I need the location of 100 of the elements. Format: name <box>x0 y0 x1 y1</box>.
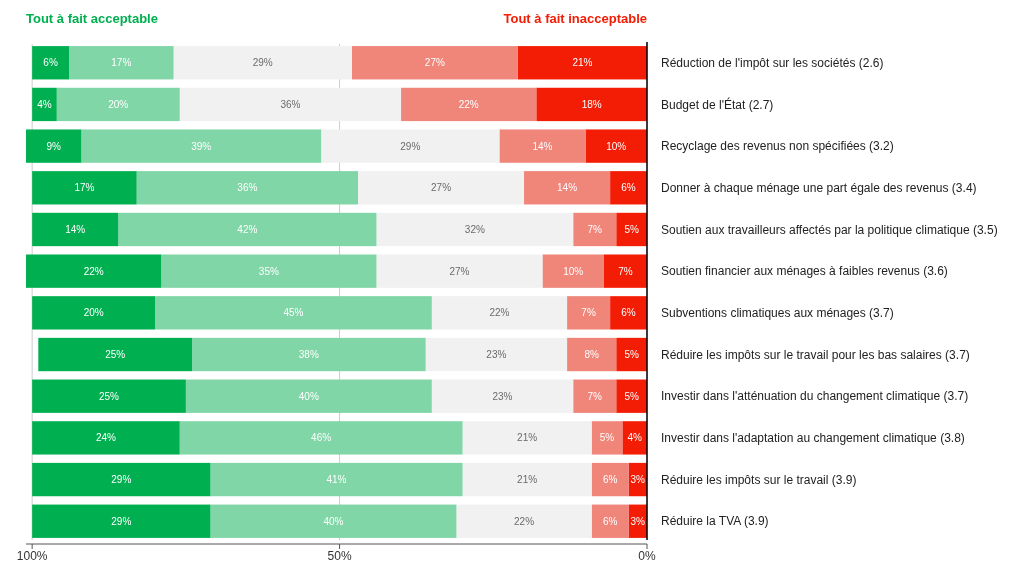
bar <box>517 46 647 80</box>
data-label: 10% <box>606 140 627 152</box>
data-label: 40% <box>323 515 344 527</box>
data-label: 7% <box>581 307 596 319</box>
bar <box>118 212 377 247</box>
data-label: 7% <box>587 390 603 402</box>
bar <box>155 296 432 330</box>
data-label: 9% <box>46 140 61 152</box>
data-label: 35% <box>258 265 279 277</box>
bar <box>603 254 647 288</box>
data-label: 4% <box>627 432 643 444</box>
bar <box>26 254 162 288</box>
data-label: 22% <box>489 307 510 319</box>
data-label: 27% <box>431 182 452 194</box>
bar <box>358 171 525 205</box>
data-label: 5% <box>624 390 639 402</box>
bar <box>161 254 377 288</box>
data-label: 22% <box>83 265 104 277</box>
data-label: 45% <box>283 307 304 319</box>
bar <box>32 46 70 80</box>
data-label: 17% <box>111 57 132 69</box>
bar <box>573 212 617 247</box>
data-label: 21% <box>572 57 593 69</box>
data-label: 24% <box>95 432 117 444</box>
bar <box>179 421 463 455</box>
bar <box>591 504 629 538</box>
bar <box>32 421 180 455</box>
data-label: 29% <box>252 57 273 69</box>
y-tick-label: Réduire la TVA (3.9) <box>661 514 769 529</box>
bar <box>179 87 402 122</box>
bar <box>210 504 457 538</box>
data-label: 5% <box>624 349 639 361</box>
data-label: 6% <box>602 474 618 486</box>
bar <box>573 379 617 413</box>
bar <box>499 129 586 163</box>
bar <box>26 129 82 163</box>
bar <box>456 504 592 538</box>
series-label: Tout à fait acceptable <box>26 11 158 26</box>
y-tick-label: Donner à chaque ménage une part égale des revenus (3.4) <box>661 181 977 195</box>
x-tick-label: 0% <box>638 549 656 563</box>
data-label: 27% <box>449 265 470 277</box>
bar <box>69 46 174 80</box>
data-label: 29% <box>400 140 421 152</box>
data-label: 22% <box>514 515 535 527</box>
bar <box>591 421 623 455</box>
bar <box>591 462 629 497</box>
data-label: 29% <box>111 515 132 527</box>
data-label: 39% <box>191 140 212 152</box>
bar <box>567 296 611 330</box>
x-tick-label: 100% <box>16 549 48 563</box>
data-label: 18% <box>581 98 602 110</box>
bar <box>524 171 611 205</box>
data-label: 17% <box>74 182 95 194</box>
data-label: 27% <box>424 57 445 69</box>
data-label: 8% <box>584 349 599 361</box>
data-label: 21% <box>517 432 538 444</box>
bar <box>376 212 574 247</box>
data-label: 5% <box>599 432 615 444</box>
bar <box>425 337 568 372</box>
data-label: 6% <box>602 515 618 527</box>
data-label: 7% <box>618 265 633 277</box>
data-label: 14% <box>557 182 578 194</box>
data-label: 21% <box>517 474 538 486</box>
data-label: 14% <box>532 140 553 152</box>
data-label: 29% <box>111 474 132 486</box>
series-label: Tout à fait inacceptable <box>503 11 647 26</box>
data-label: 6% <box>621 307 636 319</box>
bar <box>431 379 574 413</box>
bar <box>321 129 500 163</box>
data-label: 23% <box>486 349 507 361</box>
bar <box>32 462 211 497</box>
data-label: 25% <box>105 349 126 361</box>
bar <box>567 337 617 372</box>
data-label: 7% <box>587 223 603 235</box>
y-tick-label: Réduire les impôts sur le travail pour les bas salaires (3.7) <box>661 347 970 362</box>
x-tick-label: 50% <box>327 549 352 563</box>
data-label: 41% <box>326 474 347 486</box>
data-label: 46% <box>311 432 332 444</box>
bar <box>536 87 647 122</box>
y-tick-label: Soutien financier aux ménages à faibles revenus (3.6) <box>661 264 948 279</box>
bar <box>462 462 592 497</box>
data-label: 36% <box>280 98 301 110</box>
y-tick-label: Investir dans l'atténuation du changement climatique (3.7) <box>661 389 969 404</box>
bar <box>351 46 518 80</box>
data-label: 14% <box>65 223 86 235</box>
bar <box>622 421 647 455</box>
bar <box>610 171 647 205</box>
bar <box>210 462 463 497</box>
data-label: 3% <box>630 515 646 527</box>
y-tick-label: Budget de l'État (2.7) <box>661 96 774 112</box>
bar <box>81 129 322 163</box>
data-label: 42% <box>237 223 258 235</box>
bar <box>185 379 432 413</box>
bar <box>32 296 156 330</box>
bar <box>542 254 604 288</box>
y-tick-label: Réduction de l'impôt sur les sociétés (2.6) <box>661 55 884 70</box>
bar <box>136 171 359 205</box>
y-tick-label: Réduire les impôts sur le travail (3.9) <box>661 472 857 487</box>
bar <box>32 504 211 538</box>
data-label: 23% <box>492 390 513 402</box>
